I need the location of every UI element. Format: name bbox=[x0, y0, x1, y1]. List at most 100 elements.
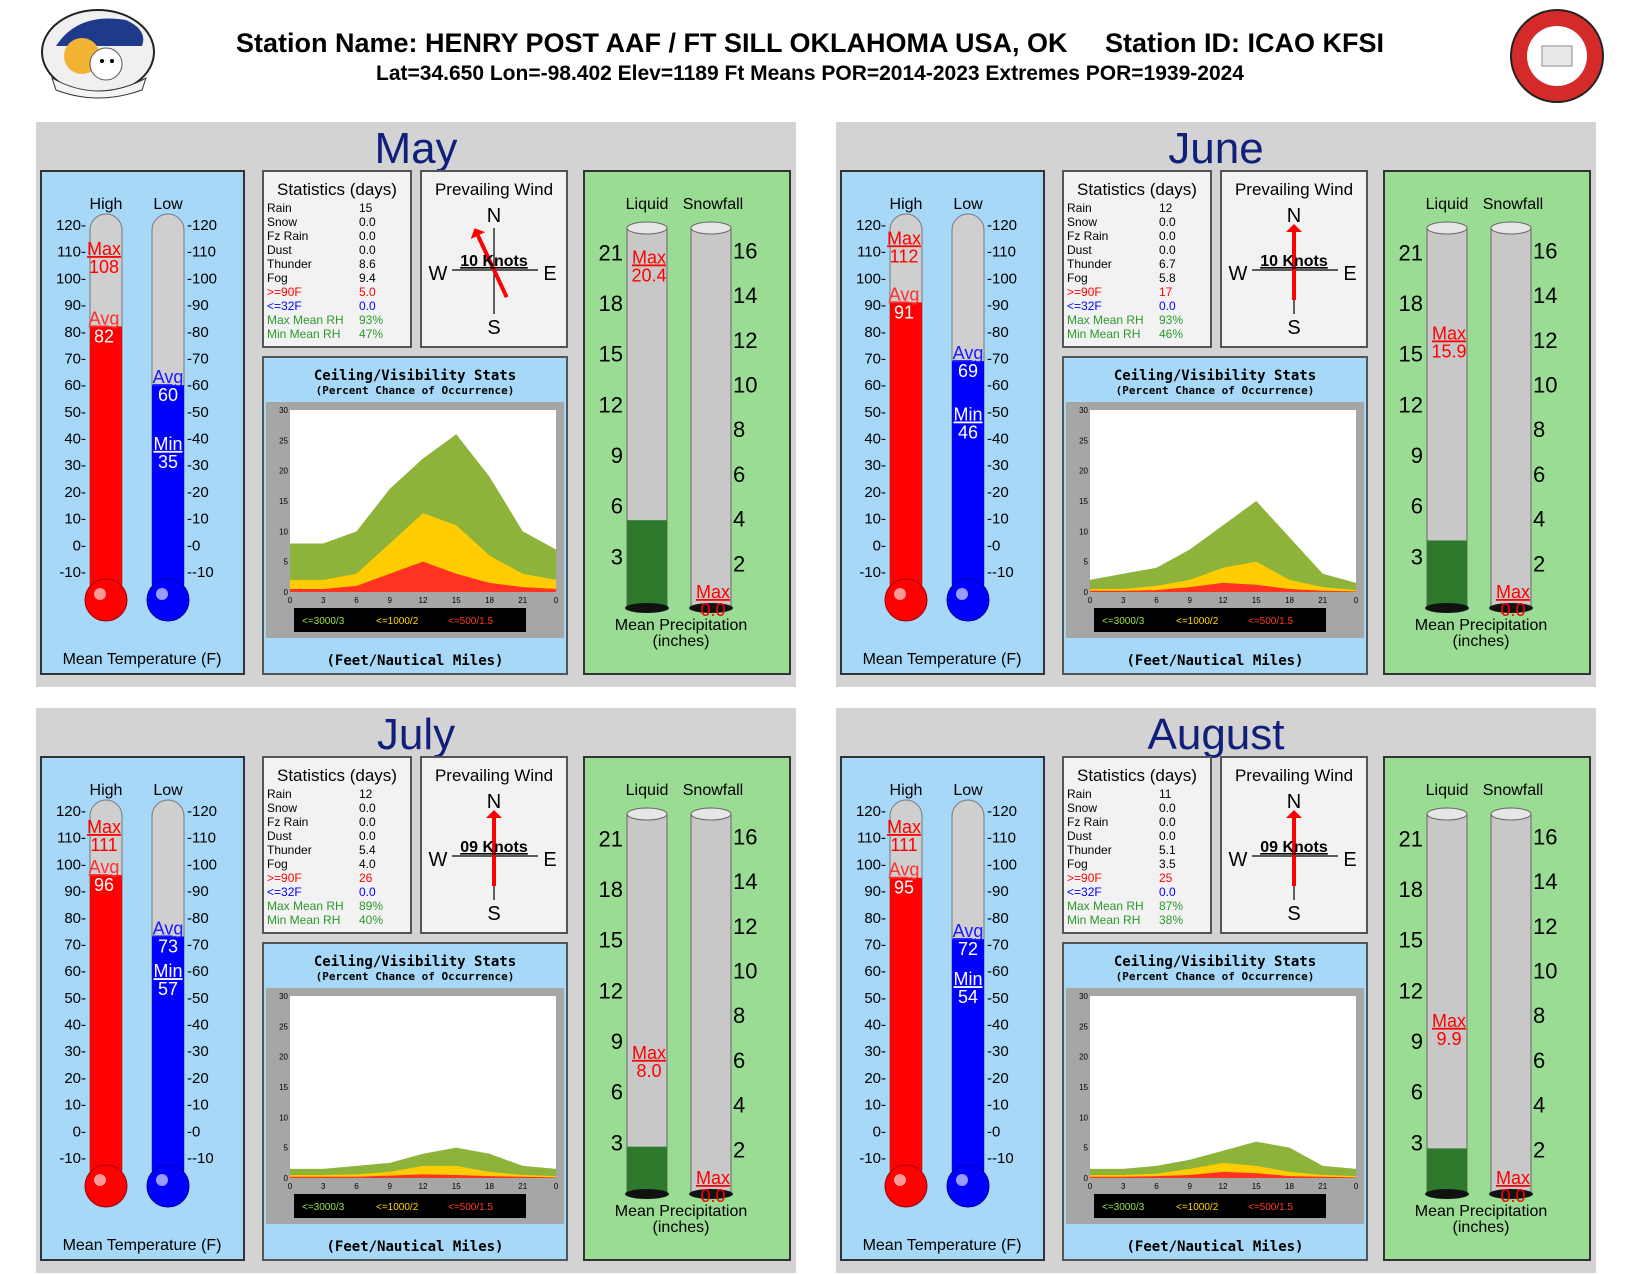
cv-legend-1000: <=1000/2 bbox=[1176, 616, 1219, 627]
cv-y-tick-label: 30 bbox=[1079, 992, 1088, 1001]
low-tick-label: -40 bbox=[187, 1017, 209, 1034]
stat-row: Thunder 8.6 bbox=[264, 257, 410, 271]
snow-tube-top bbox=[1490, 807, 1532, 821]
stat-row: Fz Rain 0.0 bbox=[264, 229, 410, 243]
high-tick-label: 60- bbox=[64, 377, 86, 394]
liquid-max-label: Max bbox=[1432, 323, 1466, 343]
stat-row: Rain 12 bbox=[264, 787, 410, 801]
stat-row: Thunder 5.4 bbox=[264, 843, 410, 857]
liquid-tick-label: 6 bbox=[611, 494, 623, 519]
stat-row: Rain 15 bbox=[264, 201, 410, 215]
wind-s-label: S bbox=[1287, 903, 1300, 925]
wind-s-label: S bbox=[487, 903, 500, 925]
snow-tube bbox=[1490, 813, 1532, 1195]
liquid-tube-top bbox=[626, 807, 668, 821]
high-tick-label: 80- bbox=[864, 910, 886, 927]
high-tick-label: 20- bbox=[864, 1070, 886, 1087]
snow-tube bbox=[690, 227, 732, 609]
stat-value: 0.0 bbox=[359, 885, 376, 899]
stat-value: 12 bbox=[1159, 201, 1173, 215]
liquid-tick-label: 9 bbox=[611, 443, 623, 468]
ceiling-visibility-panel: Ceiling/Visibility Stats (Percent Chance … bbox=[1062, 356, 1368, 675]
high-label: High bbox=[890, 782, 923, 799]
liquid-tube-top bbox=[626, 221, 668, 235]
stat-value: 8.6 bbox=[359, 257, 376, 271]
high-bulb bbox=[884, 1164, 928, 1208]
cv-area-series bbox=[1090, 1171, 1356, 1178]
high-bulb-shine bbox=[894, 588, 906, 600]
stat-name: Snow bbox=[1067, 215, 1098, 229]
liquid-tick-label: 18 bbox=[599, 291, 623, 316]
cv-area-series bbox=[290, 434, 556, 592]
snow-max-label: Max bbox=[696, 1168, 730, 1188]
stat-name: Min Mean RH bbox=[1067, 327, 1141, 341]
cv-plot-area bbox=[1090, 996, 1356, 1178]
prevailing-wind-box: Prevailing Wind N S W E 09 Knots bbox=[420, 756, 568, 934]
low-label: Low bbox=[953, 196, 983, 213]
cv-y-tick-label: 30 bbox=[279, 992, 288, 1001]
cv-x-tick-label: 21 bbox=[518, 596, 527, 605]
low-tick-label: -50 bbox=[187, 990, 209, 1007]
cv-x-tick-label: 6 bbox=[1154, 1182, 1159, 1191]
stat-value: 11 bbox=[1159, 787, 1172, 801]
stat-name: >=90F bbox=[1067, 285, 1102, 299]
high-tick-label: 110- bbox=[57, 244, 86, 261]
stat-name: Rain bbox=[267, 787, 292, 801]
low-bulb bbox=[146, 1164, 190, 1208]
cv-plot-area bbox=[290, 996, 556, 1178]
low-tick-label: -60 bbox=[187, 963, 209, 980]
snow-tick-label: 2 bbox=[733, 1137, 745, 1162]
liquid-max-value: 9.9 bbox=[1436, 1029, 1461, 1049]
low-avg-label: Avg bbox=[953, 343, 984, 363]
cv-y-tick-label: 0 bbox=[284, 588, 289, 597]
snow-max-label: Max bbox=[1496, 582, 1530, 602]
stat-name: Dust bbox=[267, 243, 292, 257]
liquid-tick-label: 9 bbox=[1411, 443, 1423, 468]
stat-name: Max Mean RH bbox=[1067, 899, 1144, 913]
stat-name: Thunder bbox=[267, 257, 312, 271]
snow-tick-label: 14 bbox=[1533, 283, 1557, 308]
low-tick-label: -120 bbox=[187, 217, 217, 234]
cv-x-tick-label: 9 bbox=[1188, 1182, 1193, 1191]
low-tick-label: -110 bbox=[187, 244, 216, 261]
low-tick-label: --10 bbox=[987, 564, 1014, 581]
snow-tube bbox=[1490, 227, 1532, 609]
ceiling-visibility-chart: 0510152025300369121518210Hour (Z)<=3000/… bbox=[1066, 988, 1364, 1224]
wind-e-label: E bbox=[543, 263, 556, 285]
liquid-tick-label: 18 bbox=[599, 877, 623, 902]
high-bulb-shine bbox=[894, 1174, 906, 1186]
liquid-tick-label: 18 bbox=[1399, 877, 1423, 902]
ceiling-visibility-panel: Ceiling/Visibility Stats (Percent Chance … bbox=[1062, 942, 1368, 1261]
wind-n-label: N bbox=[487, 791, 501, 813]
high-avg-value: 96 bbox=[94, 875, 114, 895]
high-avg-value: 91 bbox=[894, 302, 914, 322]
cv-x-tick-label: 6 bbox=[354, 596, 359, 605]
cv-legend-500: <=500/1.5 bbox=[1248, 1202, 1293, 1213]
snow-tick-label: 14 bbox=[1533, 869, 1557, 894]
snow-tick-label: 10 bbox=[1533, 372, 1557, 397]
liquid-tick-label: 12 bbox=[599, 392, 623, 417]
high-bulb-shine bbox=[94, 588, 106, 600]
cv-legend-1000: <=1000/2 bbox=[376, 616, 419, 627]
high-max-value: 111 bbox=[90, 835, 117, 855]
high-avg-label: Avg bbox=[89, 857, 120, 877]
high-tick-label: 0- bbox=[873, 537, 886, 554]
low-tick-label: -90 bbox=[187, 297, 209, 314]
cv-x-tick-label: 3 bbox=[1121, 596, 1126, 605]
cv-y-tick-label: 0 bbox=[1084, 1174, 1089, 1183]
stat-row: Snow 0.0 bbox=[1064, 215, 1210, 229]
temperature-thermometers: High Low -10- --10 0- -0 10- -10 20- -20 30- -30 40-… bbox=[856, 782, 1021, 1254]
cv-legend-box bbox=[1094, 608, 1326, 632]
stat-name: <=32F bbox=[267, 885, 302, 899]
cv-y-tick-label: 20 bbox=[279, 1053, 288, 1062]
statistics-box: Statistics (days) Rain 15 Snow 0.0 Fz Rain 0.0… bbox=[262, 170, 412, 348]
stat-row: Fz Rain 0.0 bbox=[1064, 229, 1210, 243]
cv-legend-500: <=500/1.5 bbox=[1248, 616, 1293, 627]
cv-x-tick-label: 0 bbox=[554, 1182, 559, 1191]
cv-x-tick-label: 6 bbox=[1154, 596, 1159, 605]
snow-max-value: 0.0 bbox=[1500, 1186, 1525, 1206]
high-tick-label: 10- bbox=[64, 1097, 86, 1114]
ceiling-visibility-subtitle: (Percent Chance of Occurrence) bbox=[1115, 384, 1315, 397]
ceiling-visibility-chart: 0510152025300369121518210Hour (Z)<=3000/… bbox=[266, 988, 564, 1224]
liquid-tick-label: 6 bbox=[611, 1080, 623, 1105]
